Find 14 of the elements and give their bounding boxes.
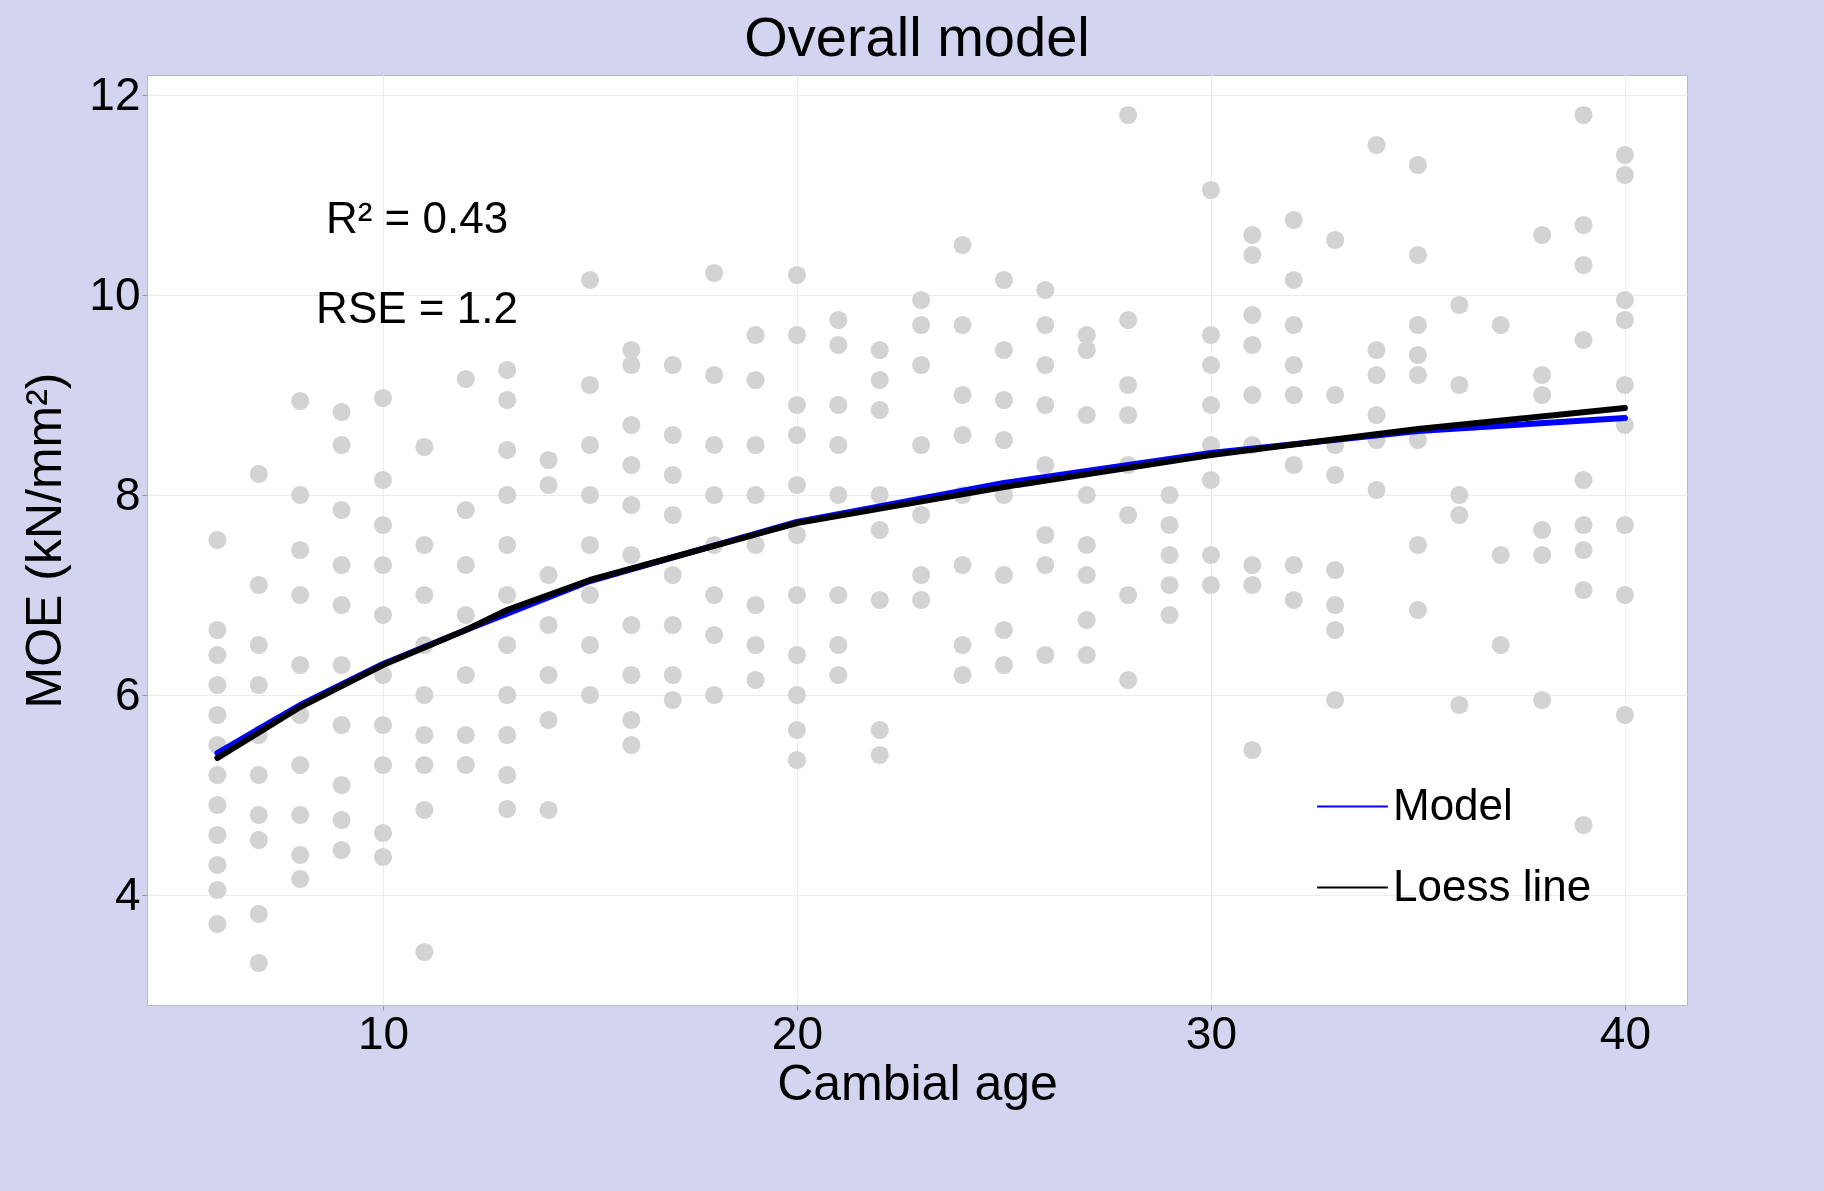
y-tick-label: 10 [89, 267, 141, 320]
legend-label: Model [1393, 779, 1513, 829]
y-axis-title: MOE (kN/mm²) [16, 372, 73, 709]
chart-title: Overall model [744, 5, 1090, 68]
x-tick-label: 10 [357, 1006, 410, 1059]
legend-label: Loess line [1393, 860, 1592, 910]
annotation: RSE = 1.2 [316, 283, 518, 332]
y-tick-label: 12 [89, 67, 141, 120]
x-tick-label: 40 [1599, 1006, 1651, 1059]
x-tick-label: 30 [1185, 1006, 1238, 1059]
annotation: R² = 0.43 [325, 193, 509, 242]
y-tick-label: 8 [114, 467, 141, 520]
y-tick-label: 6 [114, 667, 141, 720]
y-tick-label: 4 [114, 867, 141, 920]
